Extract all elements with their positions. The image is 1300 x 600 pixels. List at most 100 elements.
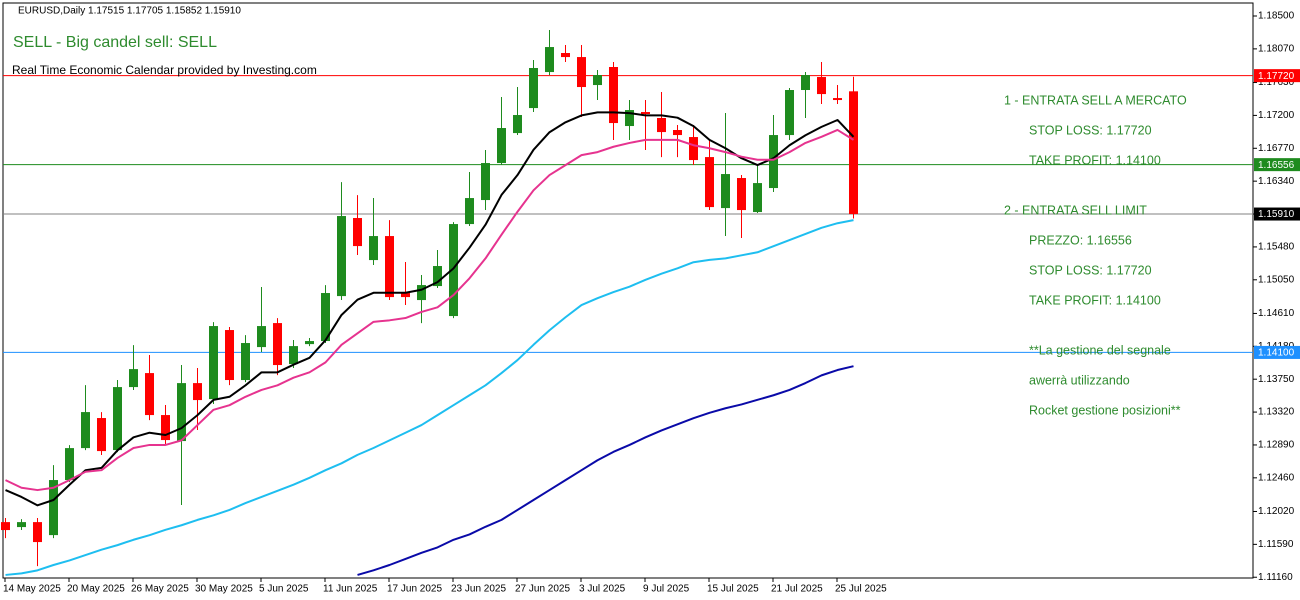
candle-body [737, 178, 746, 211]
y-tick-label: 1.18500 [1258, 11, 1295, 22]
candle-body [513, 115, 522, 134]
instruction-text: STOP LOSS: 1.17720 [1029, 123, 1152, 137]
moving-averages [5, 111, 855, 576]
y-tick-label: 1.13320 [1258, 407, 1295, 418]
candle-body [353, 218, 362, 247]
candle-body [81, 412, 90, 449]
instruction-text: awerrà utilizzando [1029, 373, 1130, 387]
candle-body [385, 236, 394, 298]
candle-body [529, 67, 538, 109]
x-tick-label: 17 Jun 2025 [387, 584, 442, 595]
candle-body [65, 448, 74, 481]
x-tick-label: 3 Jul 2025 [579, 584, 626, 595]
candles [1, 29, 858, 567]
y-tick-label: 1.12020 [1258, 506, 1295, 517]
candle-body [241, 343, 250, 381]
y-tick-label: 1.15050 [1258, 274, 1295, 285]
x-tick-label: 25 Jul 2025 [835, 584, 887, 595]
y-tick-label: 1.18070 [1258, 44, 1295, 55]
x-tick-label: 21 Jul 2025 [771, 584, 823, 595]
candle-body [801, 75, 810, 91]
x-tick-label: 30 May 2025 [195, 584, 253, 595]
candle-body [17, 522, 26, 528]
price-tag-label: 1.16556 [1258, 160, 1295, 171]
x-tick-label: 9 Jul 2025 [643, 584, 690, 595]
candle-body [417, 285, 426, 301]
calendar-note: Real Time Economic Calendar provided by … [12, 63, 317, 77]
candle-body [337, 216, 346, 297]
candle-body [721, 174, 730, 209]
price-tag [1254, 207, 1300, 221]
x-tick-label: 23 Jun 2025 [451, 584, 506, 595]
candle-body [641, 112, 650, 115]
y-tick-label: 1.17630 [1258, 77, 1295, 88]
price-tag-label: 1.14100 [1258, 348, 1295, 359]
y-tick-label: 1.15480 [1258, 242, 1295, 253]
y-tick-label: 1.12460 [1258, 472, 1295, 483]
candle-body [225, 330, 234, 381]
candle-body [433, 266, 442, 287]
candle-body [849, 91, 858, 215]
moving-average [357, 365, 854, 576]
price-tag [1254, 158, 1300, 172]
candle-body [705, 157, 714, 208]
candle-body [305, 341, 314, 345]
candle-body [625, 110, 634, 127]
y-tick-label: 1.14610 [1258, 308, 1295, 319]
candle-body [673, 130, 682, 136]
y-tick-label: 1.13750 [1258, 374, 1295, 385]
candle-body [401, 293, 410, 298]
symbol-header: EURUSD,Daily 1.17515 1.17705 1.15852 1.1… [18, 6, 241, 17]
candle-body [561, 53, 570, 58]
candle-body [753, 183, 762, 213]
x-tick-label: 26 May 2025 [131, 584, 189, 595]
price-tag [1254, 69, 1300, 83]
candle-body [369, 236, 378, 261]
candle-body [33, 522, 42, 543]
candle-body [689, 137, 698, 161]
candle-body [769, 135, 778, 189]
x-tick-label: 27 Jun 2025 [515, 584, 570, 595]
instruction-text: 1 - ENTRATA SELL A MERCATO [1004, 93, 1187, 107]
candle-body [593, 75, 602, 86]
instruction-text: PREZZO: 1.16556 [1029, 233, 1132, 247]
x-tick-label: 11 Jun 2025 [323, 584, 378, 595]
price-tag [1254, 345, 1300, 359]
price-tag-label: 1.15910 [1258, 209, 1295, 220]
candle-body [49, 480, 58, 536]
candle-body [465, 198, 474, 225]
signal-text: SELL - Big candel sell: SELL [13, 34, 217, 51]
instruction-text: Rocket gestione posizioni** [1029, 403, 1181, 417]
candle-body [577, 57, 586, 88]
instruction-text: 2 - ENTRATA SELL LIMIT [1004, 203, 1147, 217]
texts: EURUSD,Daily 1.17515 1.17705 1.15852 1.1… [12, 6, 1187, 418]
plot-frame [2, 2, 1254, 579]
x-tick-label: 15 Jul 2025 [707, 584, 759, 595]
candle-body [193, 383, 202, 401]
y-tick-label: 1.16770 [1258, 143, 1295, 154]
instruction-text: TAKE PROFIT: 1.14100 [1029, 153, 1161, 167]
candle-body [497, 128, 506, 164]
candle-body [289, 346, 298, 365]
y-tick-label: 1.16340 [1258, 176, 1295, 187]
x-tick-label: 20 May 2025 [67, 584, 125, 595]
candle-body [657, 118, 666, 133]
candle-body [833, 98, 842, 101]
instruction-text: **La gestione del segnale [1029, 343, 1171, 357]
price-tag-label: 1.17720 [1258, 71, 1295, 82]
candle-body [257, 326, 266, 348]
candle-body [97, 418, 106, 452]
candle-body [1, 522, 10, 531]
candle-body [177, 383, 186, 442]
moving-average [5, 111, 855, 507]
x-tick-label: 14 May 2025 [3, 584, 61, 595]
candle-body [609, 66, 618, 124]
moving-average [5, 128, 855, 492]
y-tick-label: 1.17200 [1258, 110, 1295, 121]
candle-body [209, 326, 218, 400]
candle-body [113, 387, 122, 451]
candle-body [481, 163, 490, 201]
